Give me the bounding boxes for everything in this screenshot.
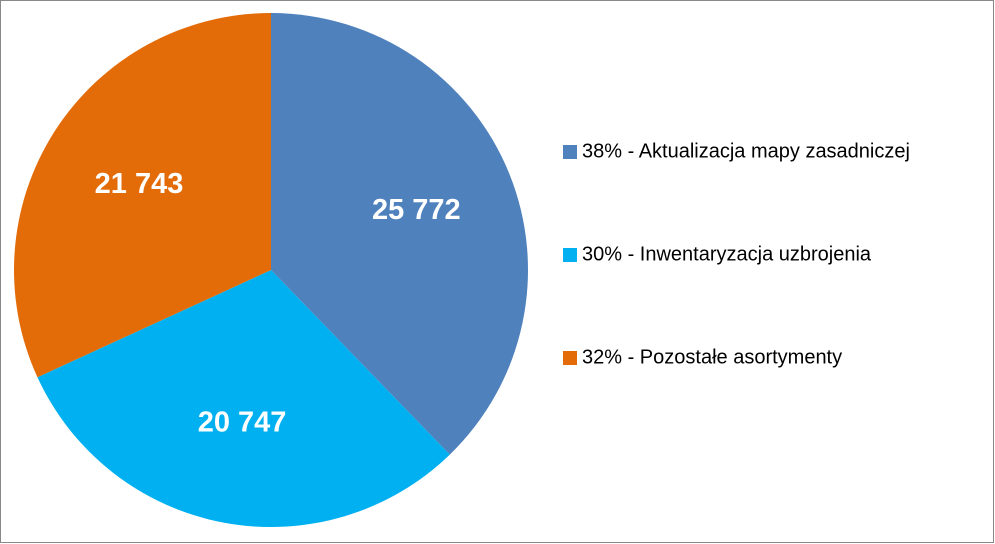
value-label: 20 747 [198, 407, 287, 439]
value-label: 21 743 [95, 168, 184, 200]
pie-slice [37, 270, 450, 527]
legend-swatch [563, 351, 577, 365]
legend-swatch [563, 248, 577, 262]
pie-slice [13, 13, 271, 378]
legend-label: 38% - Aktualizacja mapy zasadniczej [582, 140, 910, 162]
legend-swatch [563, 145, 577, 159]
pie-slice [271, 13, 528, 455]
legend-label: 30% - Inwentaryzacja uzbrojenia [582, 243, 872, 265]
legend-label: 32% - Pozostałe asortymenty [582, 346, 842, 368]
value-label: 25 772 [372, 194, 461, 226]
